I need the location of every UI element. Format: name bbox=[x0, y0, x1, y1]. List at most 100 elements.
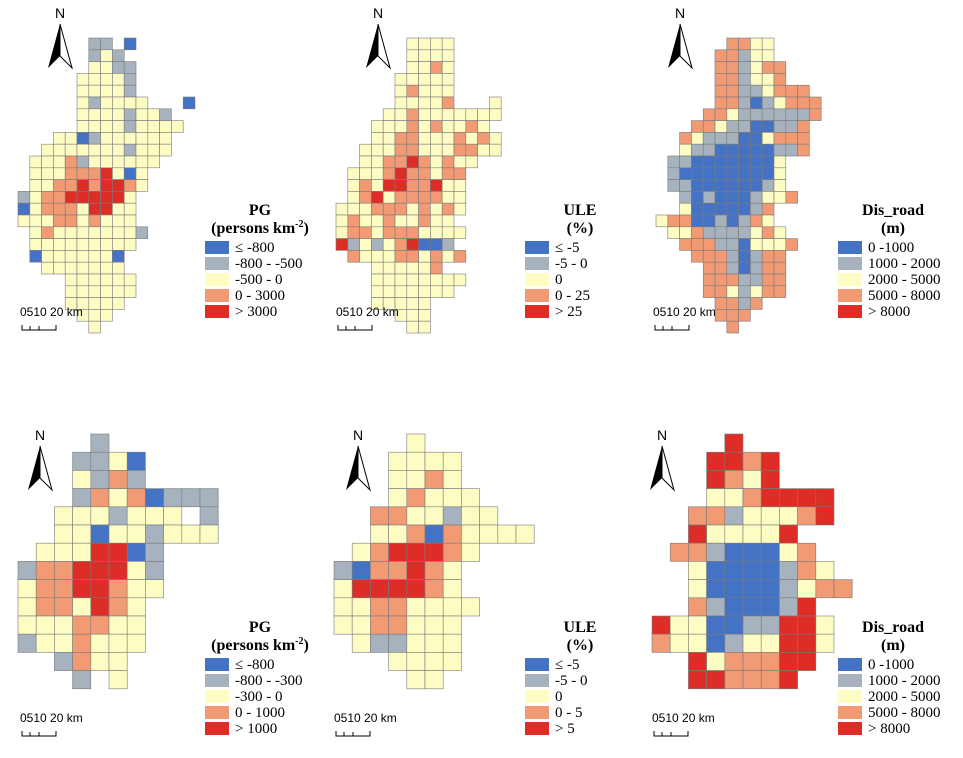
grid-cell bbox=[430, 143, 443, 157]
grid-cell bbox=[199, 524, 219, 544]
grid-cell bbox=[29, 167, 42, 180]
grid-cell bbox=[54, 542, 73, 562]
grid-cell bbox=[90, 615, 110, 635]
grid-cell bbox=[53, 214, 66, 228]
grid-cell bbox=[442, 579, 462, 599]
grid-cell bbox=[738, 120, 751, 133]
grid-cell bbox=[159, 120, 172, 133]
grid-cell bbox=[833, 579, 853, 599]
grid-cell bbox=[750, 49, 763, 62]
legend-label: ≤ -800 bbox=[235, 240, 274, 256]
grid-cell bbox=[351, 615, 371, 635]
grid-cell bbox=[406, 488, 426, 508]
legend-unit: (%) bbox=[567, 637, 594, 654]
grid-cell bbox=[100, 297, 113, 310]
grid-cell bbox=[773, 238, 787, 251]
grid-cell bbox=[394, 167, 408, 180]
legend-label: 0 -1000 bbox=[868, 240, 914, 256]
north-label: N bbox=[353, 427, 363, 443]
grid-cell bbox=[489, 143, 502, 157]
scale-label: 0510 20 km bbox=[652, 711, 715, 725]
grid-cell bbox=[41, 155, 54, 169]
north-arrow-left bbox=[346, 446, 358, 490]
grid-cell bbox=[394, 285, 408, 298]
grid-cell bbox=[100, 96, 113, 110]
grid-cell bbox=[64, 285, 78, 298]
grid-cell bbox=[159, 108, 172, 121]
grid-cell bbox=[351, 597, 371, 617]
grid-cell bbox=[76, 132, 90, 145]
grid-cell bbox=[760, 615, 780, 635]
grid-cell bbox=[406, 633, 426, 653]
grid-cell bbox=[72, 488, 92, 508]
grid-cell bbox=[406, 320, 419, 334]
grid-cell bbox=[418, 250, 431, 263]
grid-cell bbox=[797, 108, 810, 121]
grid-cell bbox=[100, 309, 113, 322]
grid-cell bbox=[418, 37, 431, 51]
scale-label: 0510 20 km bbox=[653, 305, 716, 319]
grid-cell bbox=[406, 73, 419, 86]
grid-cell bbox=[371, 120, 384, 133]
grid-cell bbox=[714, 61, 728, 74]
legend-label: > 3000 bbox=[235, 304, 277, 320]
north-arrow-left bbox=[28, 446, 40, 490]
grid-cell bbox=[88, 261, 101, 275]
grid-cell bbox=[714, 73, 728, 86]
grid-cell bbox=[702, 261, 716, 275]
grid-cell bbox=[123, 96, 137, 110]
grid-cell bbox=[159, 143, 172, 157]
grid-cell bbox=[123, 202, 137, 216]
grid-cell bbox=[726, 73, 739, 86]
grid-cell bbox=[53, 155, 66, 169]
legend-label: -5 - 0 bbox=[555, 256, 588, 272]
grid-cell bbox=[123, 108, 137, 121]
grid-cell bbox=[123, 167, 137, 180]
grid-cell bbox=[726, 250, 739, 263]
grid-cell bbox=[54, 633, 73, 653]
grid-cell bbox=[714, 96, 728, 110]
grid-cell bbox=[347, 250, 360, 263]
grid-cell bbox=[382, 108, 396, 121]
legend-title: PG bbox=[249, 202, 272, 219]
scale-label: 0510 20 km bbox=[20, 711, 83, 725]
north-arrow-icon: N bbox=[346, 427, 371, 492]
grid-cell bbox=[29, 202, 42, 216]
grid-cell bbox=[453, 191, 467, 204]
grid-cell bbox=[742, 524, 762, 544]
grid-cell bbox=[394, 226, 408, 239]
grid-cell bbox=[750, 261, 763, 275]
grid-cell bbox=[773, 96, 787, 110]
grid-cell bbox=[726, 238, 739, 251]
grid-cell bbox=[738, 96, 751, 110]
scale-bar bbox=[335, 731, 371, 737]
grid-cell bbox=[371, 155, 384, 169]
grid-cell bbox=[394, 261, 408, 275]
grid-cell bbox=[797, 561, 817, 580]
grid-cell bbox=[655, 214, 669, 228]
grid-cell bbox=[477, 143, 490, 157]
grid-cell bbox=[714, 120, 728, 133]
grid-cell bbox=[123, 214, 137, 228]
grid-cell bbox=[359, 226, 372, 239]
grid-cell bbox=[100, 167, 113, 180]
grid-cell bbox=[76, 143, 90, 157]
grid-cell bbox=[406, 309, 419, 322]
grid-cell bbox=[370, 597, 389, 617]
grid-cell bbox=[797, 488, 817, 508]
grid-cell bbox=[394, 96, 408, 110]
grid-cell bbox=[797, 579, 817, 599]
grid-cell bbox=[90, 451, 110, 471]
grid-cell bbox=[761, 226, 775, 239]
grid-cell bbox=[479, 506, 499, 526]
grid-cell bbox=[359, 214, 372, 228]
grid-cell bbox=[724, 506, 744, 526]
grid-cell bbox=[126, 561, 146, 580]
grid-cell bbox=[406, 37, 419, 51]
grid-cell bbox=[430, 61, 443, 74]
grid-cell bbox=[29, 238, 42, 251]
grid-cell bbox=[688, 615, 707, 635]
grid-cell bbox=[406, 191, 419, 204]
grid-cell bbox=[418, 191, 431, 204]
grid-cell bbox=[88, 37, 101, 51]
